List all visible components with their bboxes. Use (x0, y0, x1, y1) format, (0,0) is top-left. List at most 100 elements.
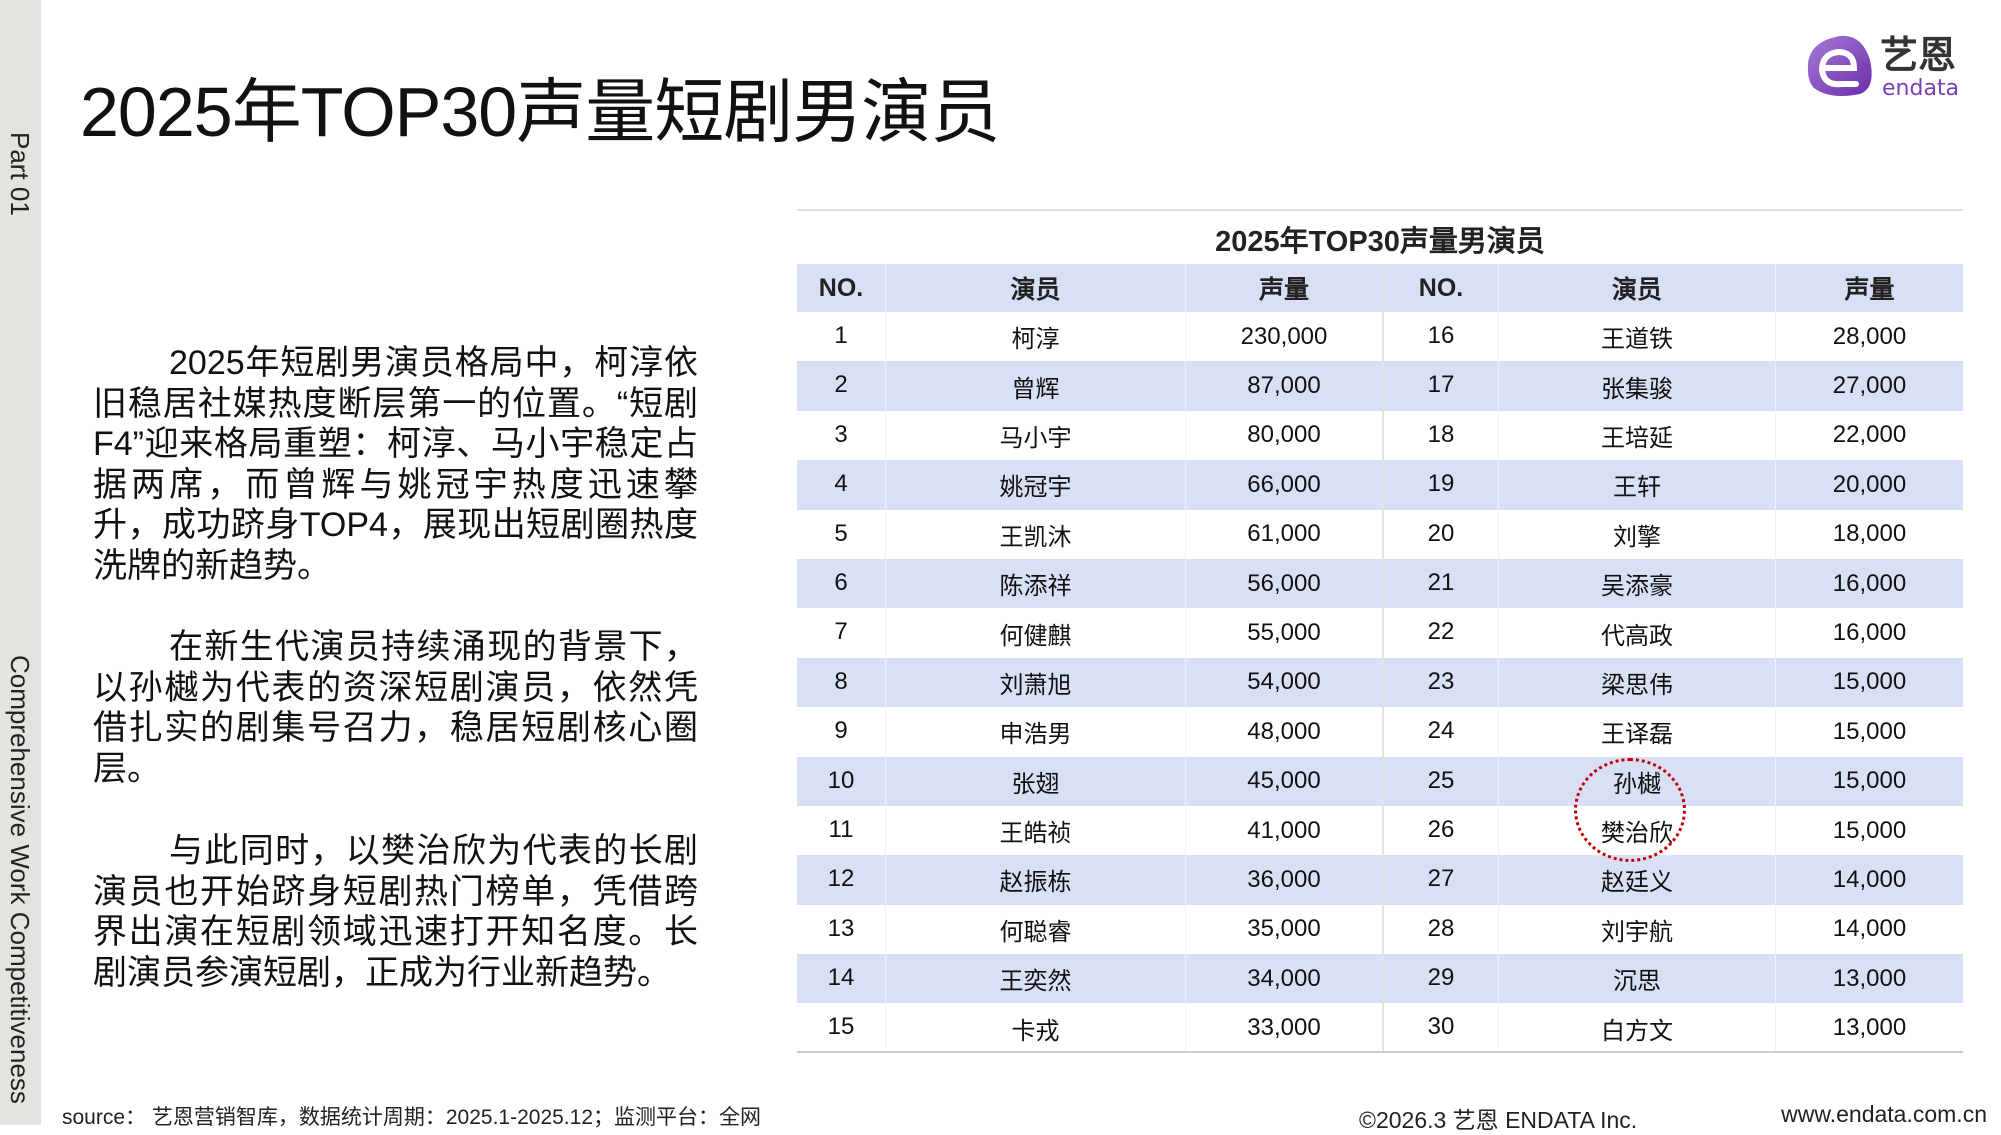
rank-cell: 10 (797, 756, 886, 806)
rank-cell: 16 (1382, 312, 1499, 362)
actor-cell: 赵振栋 (885, 855, 1186, 905)
rank-cell: 21 (1382, 558, 1499, 609)
svg-text:艺恩: 艺恩 (1880, 33, 1956, 77)
volume-cell: 54,000 (1185, 657, 1383, 708)
actor-cell: 申浩男 (885, 707, 1186, 757)
table-row: 8 刘萧旭 54,000 23 梁思伟 15,000 (797, 657, 1963, 708)
ranking-table: NO. 演员 声量 NO. 演员 声量 1 柯淳 230,000 16 王道铁 28,00… (797, 264, 1963, 1053)
table-row: 3 马小宇 80,000 18 王培延 22,000 (797, 410, 1963, 461)
rank-cell: 3 (834, 420, 848, 448)
table-row: 15 卡戎 33,000 30 白方文 13,000 (797, 1003, 1963, 1053)
volume-cell: 22,000 (1775, 410, 1963, 461)
source-note: source： 艺恩营销智库，数据统计周期：2025.1-2025.12；监测平… (62, 1106, 761, 1129)
header-volume: 声量 (1775, 264, 1963, 312)
volume-cell: 66,000 (1185, 460, 1383, 510)
part-label: Part 01 (5, 132, 35, 216)
section-sidebar: Part 01 Comprehensive Work Competitivene… (0, 0, 41, 1125)
table-row: 4 姚冠宇 66,000 19 王轩 20,000 (797, 460, 1963, 510)
actor-cell: 白方文 (1498, 1003, 1776, 1053)
rank-cell: 30 (1382, 1003, 1499, 1053)
highlight-circle (1574, 758, 1686, 862)
actor-cell: 吴添豪 (1498, 558, 1776, 609)
header-actor: 演员 (1498, 264, 1776, 312)
actor-cell: 曾辉 (885, 361, 1186, 411)
actor-cell: 赵廷义 (1498, 855, 1776, 905)
rank-cell: 6 (797, 558, 886, 609)
volume-cell: 80,000 (1185, 410, 1383, 461)
volume-cell: 13,000 (1775, 1003, 1963, 1053)
actor-cell: 柯淳 (885, 312, 1186, 362)
rank-cell: 13 (827, 914, 855, 942)
copyright: ©2026.3 艺恩 ENDATA Inc. (1359, 1107, 1638, 1133)
rank-cell: 7 (834, 618, 848, 646)
actor-cell: 王译磊 (1498, 707, 1776, 757)
actor-cell: 陈添祥 (885, 558, 1186, 609)
volume-cell: 41,000 (1185, 805, 1383, 856)
website-link[interactable]: www.endata.com.cn (1781, 1101, 1987, 1127)
actor-cell: 何聪睿 (885, 904, 1186, 955)
actor-cell: 梁思伟 (1498, 657, 1776, 708)
actor-cell: 姚冠宇 (885, 460, 1186, 510)
rank-cell: 27 (1382, 855, 1499, 905)
table-header-row: NO. 演员 声量 NO. 演员 声量 (797, 264, 1963, 312)
volume-cell: 33,000 (1185, 1003, 1383, 1053)
actor-cell: 刘萧旭 (885, 657, 1186, 708)
actor-cell: 卡戎 (885, 1003, 1186, 1053)
volume-cell: 15,000 (1775, 756, 1963, 806)
table-row: 2 曾辉 87,000 17 张集骏 27,000 (797, 361, 1963, 411)
volume-cell: 14,000 (1775, 855, 1963, 905)
header-no: NO. (797, 264, 886, 312)
table-row: 12 赵振栋 36,000 27 赵廷义 14,000 (797, 855, 1963, 905)
section-label: Comprehensive Work Competitiveness (5, 655, 35, 1104)
rank-cell: 19 (1382, 460, 1499, 510)
actor-cell: 何健麒 (885, 608, 1186, 658)
header-no: NO. (1382, 264, 1499, 312)
volume-cell: 13,000 (1775, 954, 1963, 1004)
volume-cell: 16,000 (1775, 558, 1963, 609)
volume-cell: 28,000 (1775, 312, 1963, 362)
rank-cell: 20 (1382, 509, 1499, 559)
volume-cell: 14,000 (1775, 904, 1963, 955)
actor-cell: 王奕然 (885, 954, 1186, 1004)
actor-cell: 马小宇 (885, 410, 1186, 461)
rank-cell: 23 (1382, 657, 1499, 708)
volume-cell: 230,000 (1185, 312, 1383, 362)
table-row: 13 何聪睿 35,000 28 刘宇航 14,000 (797, 904, 1963, 955)
volume-cell: 48,000 (1185, 707, 1383, 757)
table-row: 9 申浩男 48,000 24 王译磊 15,000 (797, 707, 1963, 757)
actor-cell: 王皓祯 (885, 805, 1186, 856)
rank-cell: 1 (834, 322, 848, 349)
rank-cell: 28 (1382, 904, 1499, 955)
actor-cell: 张翅 (885, 756, 1186, 806)
rank-cell: 8 (797, 657, 886, 708)
volume-cell: 16,000 (1775, 608, 1963, 658)
volume-cell: 61,000 (1185, 509, 1383, 559)
rank-cell: 24 (1382, 707, 1499, 757)
volume-cell: 20,000 (1775, 460, 1963, 510)
volume-cell: 55,000 (1185, 608, 1383, 658)
page-title: 2025年TOP30声量短剧男演员 (80, 73, 1000, 151)
table-top-rule (797, 209, 1963, 211)
table-row: 14 王奕然 34,000 29 沉思 13,000 (797, 954, 1963, 1004)
table-row: 11 王皓祯 41,000 26 樊治欣 15,000 (797, 805, 1963, 856)
volume-cell: 15,000 (1775, 707, 1963, 757)
rank-cell: 5 (834, 519, 848, 547)
actor-cell: 王凯沐 (885, 509, 1186, 559)
table-row: 1 柯淳 230,000 16 王道铁 28,000 (797, 312, 1963, 362)
actor-cell: 张集骏 (1498, 361, 1776, 411)
table-title: 2025年TOP30声量男演员 (1215, 226, 1545, 258)
volume-cell: 56,000 (1185, 558, 1383, 609)
volume-cell: 45,000 (1185, 756, 1383, 806)
table-bottom-rule (797, 1051, 1963, 1053)
table-row: 10 张翅 45,000 25 孙樾 15,000 (797, 756, 1963, 806)
rank-cell: 9 (834, 717, 848, 745)
paragraph-1: 2025年短剧男演员格局中，柯淳依旧稳居社媒热度断层第一的位置。“短剧F4”迎来… (93, 344, 698, 585)
rank-cell: 22 (1382, 608, 1499, 658)
volume-cell: 15,000 (1775, 657, 1963, 708)
svg-text:endata: endata (1882, 76, 1959, 101)
rank-cell: 4 (797, 460, 886, 510)
actor-cell: 刘宇航 (1498, 904, 1776, 955)
table-row: 5 王凯沐 61,000 20 刘擎 18,000 (797, 509, 1963, 559)
actor-cell: 代高政 (1498, 608, 1776, 658)
rank-cell: 15 (827, 1013, 855, 1041)
